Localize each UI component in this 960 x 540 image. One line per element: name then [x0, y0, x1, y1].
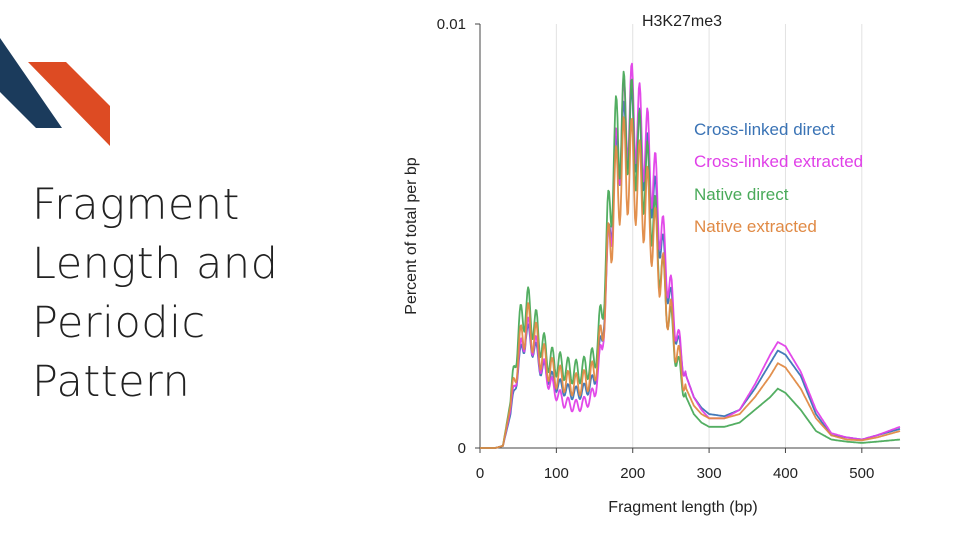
series-layer — [479, 62, 901, 449]
slide-title-line: Pattern — [32, 357, 191, 407]
legend-entry: Cross-linked direct — [694, 120, 835, 139]
series-line — [479, 116, 901, 449]
orange-chevron-stripe — [28, 62, 110, 146]
legend-entry: Native extracted — [694, 217, 817, 236]
y-tick-label: 0 — [458, 440, 466, 457]
x-axis-title: Fragment length (bp) — [608, 499, 757, 516]
x-tick-label: 400 — [773, 465, 798, 482]
series-line — [479, 70, 901, 449]
slide-title-line: Length and — [32, 239, 279, 289]
series-line — [479, 88, 901, 449]
legend-entry: Cross-linked extracted — [694, 152, 863, 171]
y-tick-label: 0.01 — [437, 16, 466, 33]
axis-layer — [479, 24, 900, 449]
slide-title-line: Fragment — [32, 180, 240, 230]
x-tick-label: 200 — [620, 465, 645, 482]
x-tick-label: 0 — [476, 465, 484, 482]
slide-title-line: Periodic — [32, 298, 206, 348]
corner-accent-graphic — [0, 38, 110, 146]
legend-entry: Native direct — [694, 185, 789, 204]
y-axis-title: Percent of total per bp — [403, 157, 420, 315]
chart-title: H3K27me3 — [642, 13, 722, 30]
x-tick-label: 100 — [544, 465, 569, 482]
slide-title: Fragment Length and Periodic Pattern — [32, 176, 372, 412]
chart-legend: Cross-linked direct Cross-linked extract… — [694, 120, 863, 236]
tick-layer: 0 100 200 300 400 500 0 0.01 — [437, 16, 875, 482]
fragment-length-chart: 0 100 200 300 400 500 0 0.01 H3K27me3 Fragment … — [403, 13, 901, 516]
series-line — [479, 62, 901, 449]
x-tick-label: 500 — [849, 465, 874, 482]
navy-chevron-stripe — [0, 38, 62, 128]
x-tick-label: 300 — [697, 465, 722, 482]
grid-layer — [555, 24, 863, 448]
